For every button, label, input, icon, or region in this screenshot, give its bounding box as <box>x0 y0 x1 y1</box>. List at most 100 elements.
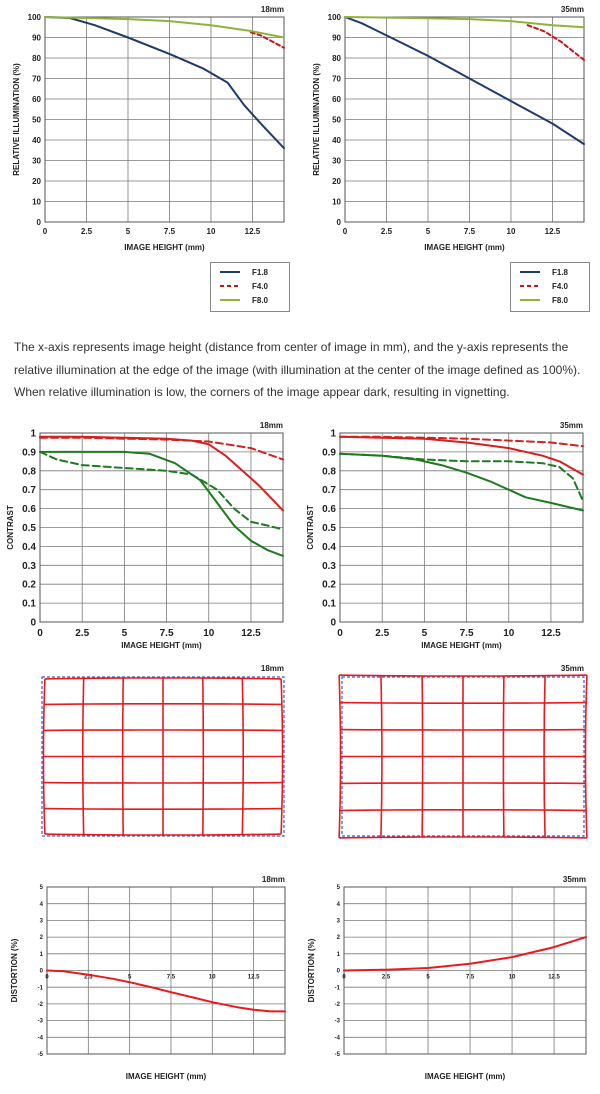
x-tick-label: 5 <box>426 975 430 981</box>
series-line <box>39 435 284 512</box>
x-tick-label: 5 <box>128 975 132 981</box>
series-line <box>343 936 587 972</box>
y-tick-label: 1 <box>330 429 336 440</box>
chart-title: 35mm <box>560 421 583 430</box>
illumination-legend-35mm: F1.8 F4.0 F8.0 <box>510 262 590 312</box>
y-tick-label: -5 <box>335 1052 341 1058</box>
chart-title: 35mm <box>563 875 586 884</box>
legend-label: F1.8 <box>252 268 269 277</box>
distortion-grid-18mm: 18mm <box>41 664 285 837</box>
series-line <box>339 452 584 502</box>
x-tick-label: 12.5 <box>541 628 561 639</box>
y-tick-label: 0.5 <box>322 523 336 534</box>
x-tick-label: 12.5 <box>248 975 260 981</box>
y-tick-label: 0.3 <box>322 561 336 572</box>
x-axis-label: IMAGE HEIGHT (mm) <box>424 243 505 252</box>
y-tick-label: 1 <box>40 952 44 958</box>
y-tick-label: 0.3 <box>22 561 36 572</box>
y-tick-label: 0.2 <box>322 580 336 591</box>
y-tick-label: -3 <box>38 1019 44 1025</box>
y-tick-label: 90 <box>332 33 341 42</box>
chart-title: 18mm <box>261 664 284 673</box>
y-tick-label: 0.9 <box>22 447 36 458</box>
series-line <box>39 450 284 557</box>
series-line <box>339 435 584 448</box>
legend-label: F8.0 <box>252 296 269 305</box>
y-tick-label: 0.1 <box>322 599 336 610</box>
legend-label: F4.0 <box>252 282 269 291</box>
x-tick-label: 0 <box>337 628 343 639</box>
y-tick-label: 90 <box>32 33 41 42</box>
x-tick-label: 0 <box>43 227 48 236</box>
x-tick-label: 10 <box>207 227 216 236</box>
x-tick-label: 10 <box>507 227 516 236</box>
chart-title: 18mm <box>262 875 285 884</box>
x-axis-label: IMAGE HEIGHT (mm) <box>126 1072 207 1081</box>
y-axis-label: CONTRAST <box>6 505 15 550</box>
x-tick-label: 2.5 <box>381 227 393 236</box>
y-tick-label: 70 <box>332 74 341 83</box>
y-tick-label: -2 <box>335 1002 341 1008</box>
distortion-grid-horizontal <box>44 702 282 706</box>
y-tick-label: 0 <box>337 218 342 227</box>
x-tick-label: 2.5 <box>75 628 89 639</box>
x-tick-label: 2.5 <box>375 628 389 639</box>
illumination-chart-18mm: 0 10 20 30 40 50 60 70 80 90 100 0 2.5 5 7.5 10 12.5 18mm… <box>12 5 285 252</box>
plot-frame <box>44 16 285 223</box>
x-tick-label: 2.5 <box>81 227 93 236</box>
y-tick-label: 0.9 <box>322 447 336 458</box>
x-tick-label: 5 <box>126 227 131 236</box>
series-line <box>39 450 284 531</box>
y-tick-label: 4 <box>337 902 341 908</box>
legend-label: F1.8 <box>552 268 569 277</box>
y-tick-label: -4 <box>335 1035 341 1041</box>
y-tick-label: 0 <box>40 969 44 975</box>
y-tick-label: 0 <box>337 969 341 975</box>
y-tick-label: 50 <box>332 115 341 124</box>
y-tick-label: 5 <box>337 885 341 891</box>
y-tick-label: 100 <box>28 13 42 22</box>
y-tick-label: 0.1 <box>22 599 36 610</box>
y-tick-label: 2 <box>337 935 341 941</box>
series-line <box>526 24 585 61</box>
x-tick-label: 10 <box>503 628 515 639</box>
x-axis-label: IMAGE HEIGHT (mm) <box>124 243 205 252</box>
x-tick-label: 5 <box>426 227 431 236</box>
series-line <box>249 31 285 49</box>
mtf-chart-18mm: 00.10.20.30.40.50.60.70.80.910 2.5 5 7.5 10 1… <box>6 421 284 650</box>
y-tick-label: 0.2 <box>22 580 36 591</box>
y-tick-label: 1 <box>30 429 36 440</box>
x-tick-label: 12.5 <box>545 227 561 236</box>
series-line <box>339 452 584 512</box>
distortion-grid-horizontal <box>339 701 587 705</box>
y-tick-label: 20 <box>332 177 341 186</box>
y-tick-label: 0.8 <box>322 466 336 477</box>
y-tick-label: 40 <box>32 136 41 145</box>
distortion-grid-horizontal <box>44 807 282 810</box>
y-tick-label: -1 <box>335 985 341 991</box>
distortion-grid-35mm: 35mm <box>338 664 588 839</box>
x-axis-label: IMAGE HEIGHT (mm) <box>121 641 202 650</box>
y-tick-label: 30 <box>332 156 341 165</box>
plot-frame <box>39 432 284 623</box>
x-tick-label: 10 <box>509 975 516 981</box>
distortion-grid-vertical <box>338 675 342 838</box>
series-line <box>344 16 585 146</box>
x-tick-label: 7.5 <box>460 628 474 639</box>
y-tick-label: 0.4 <box>22 542 36 553</box>
y-tick-label: 80 <box>32 54 41 63</box>
x-tick-label: 7.5 <box>167 975 176 981</box>
distortion-grid-vertical <box>584 675 588 838</box>
x-tick-label: 0 <box>45 975 49 981</box>
x-tick-label: 5 <box>122 628 128 639</box>
y-tick-label: 2 <box>40 935 44 941</box>
y-tick-label: 0.8 <box>22 466 36 477</box>
illumination-caption: The x-axis represents image height (dist… <box>14 340 581 399</box>
x-tick-label: 12.5 <box>241 628 261 639</box>
y-tick-label: 0.6 <box>22 504 36 515</box>
chart-title: 35mm <box>561 5 584 14</box>
y-axis-label: RELATIVE ILLUMINATION (%) <box>312 63 321 176</box>
x-tick-label: 12.5 <box>245 227 261 236</box>
reference-grid-border <box>41 676 285 837</box>
y-tick-label: 4 <box>40 902 44 908</box>
